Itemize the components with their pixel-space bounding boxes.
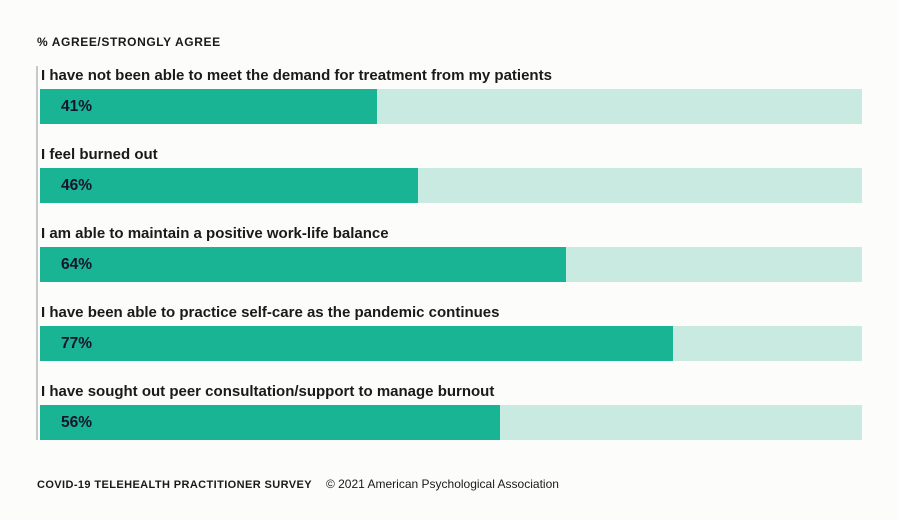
bar-value-label: 56% [61,414,93,431]
bar-group: I have been able to practice self-care a… [38,303,898,361]
bar-fill [40,326,673,361]
bar-fill [40,247,567,282]
bar-track: 56% [40,405,862,440]
bar-value-label: 64% [61,256,93,273]
bar-label: I have not been able to meet the demand … [41,67,552,84]
bar-group: I have not been able to meet the demand … [38,66,898,124]
chart-body: I have not been able to meet the demand … [38,66,898,440]
chart-title: % AGREE/STRONGLY AGREE [37,35,221,49]
footer-copyright: © 2021 American Psychological Associatio… [325,477,559,491]
bar-track: 46% [40,168,862,203]
bar-chart: I have not been able to meet the demand … [36,66,898,440]
bar-group: I feel burned out 46% [38,145,898,203]
bar-label: I am able to maintain a positive work-li… [41,225,389,242]
bar-label: I have sought out peer consultation/supp… [41,383,495,400]
bar-fill [40,168,419,203]
bar-fill [40,89,378,124]
bar-label: I have been able to practice self-care a… [41,304,500,321]
bar-track: 77% [40,326,862,361]
bar-label: I feel burned out [41,146,158,163]
chart-footer: COVID-19 TELEHEALTH PRACTITIONER SURVEY … [37,477,898,491]
bar-track: 64% [40,247,862,282]
bar-track: 41% [40,89,862,124]
bar-value-label: 41% [61,98,93,115]
bar-value-label: 46% [61,177,93,194]
bar-group: I am able to maintain a positive work-li… [38,224,898,282]
footer-source: COVID-19 TELEHEALTH PRACTITIONER SURVEY [37,479,312,491]
bar-value-label: 77% [61,335,93,352]
bar-group: I have sought out peer consultation/supp… [38,382,898,440]
bar-fill [40,405,501,440]
